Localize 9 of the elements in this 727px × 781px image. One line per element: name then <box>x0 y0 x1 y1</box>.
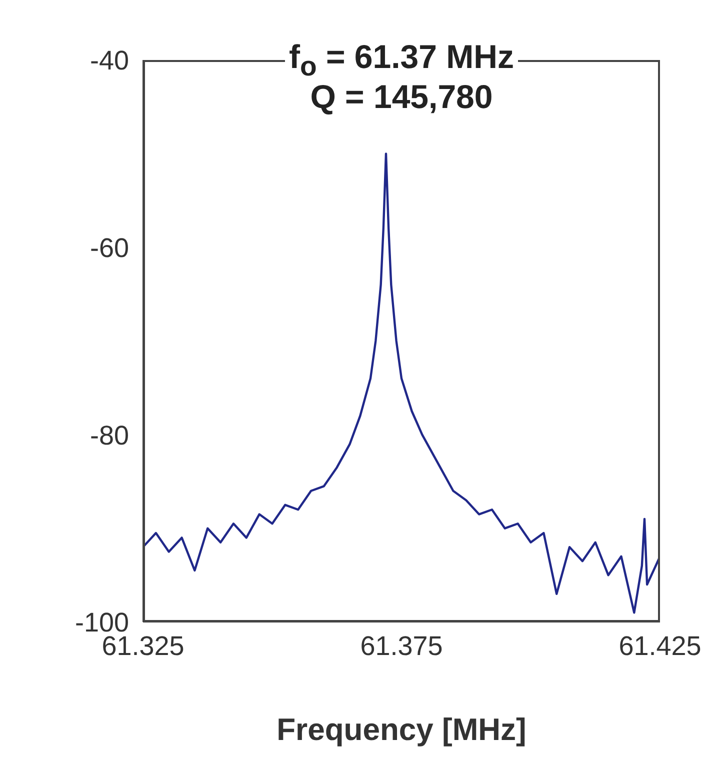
x-tick-label: 61.325 <box>102 631 184 662</box>
x-tick-label: 61.375 <box>360 631 443 662</box>
x-axis-title: Frequency [MHz] <box>276 712 526 747</box>
annotation: Q = 145,780 <box>306 78 497 115</box>
x-tick-label: 61.425 <box>618 631 702 662</box>
y-tick-label: -60 <box>90 232 129 263</box>
y-tick-label: -40 <box>90 46 129 76</box>
line-series <box>143 152 660 614</box>
y-tick-label: -80 <box>90 420 129 450</box>
